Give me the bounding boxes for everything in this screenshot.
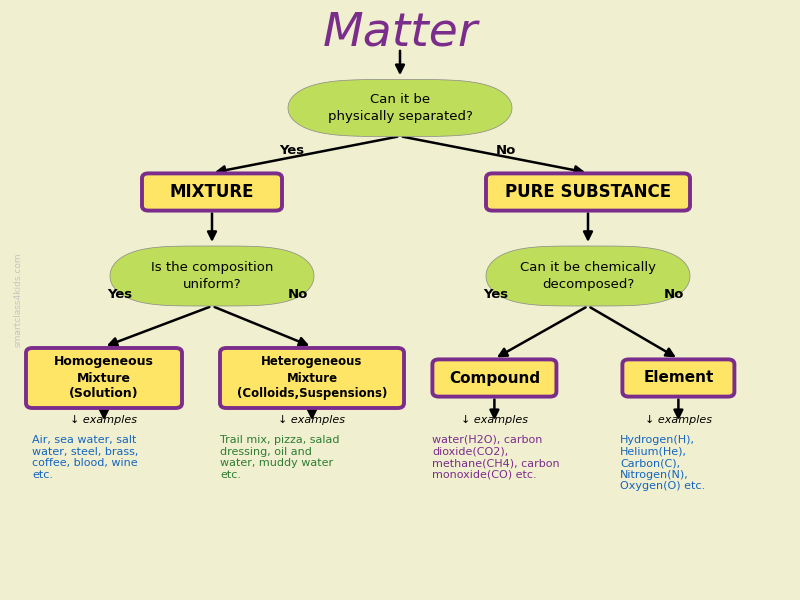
Text: Element: Element	[643, 370, 714, 385]
Text: Matter: Matter	[322, 10, 478, 55]
FancyBboxPatch shape	[622, 359, 734, 397]
Text: ↓ examples: ↓ examples	[461, 415, 528, 425]
Text: Hydrogen(H),
Helium(He),
Carbon(C),
Nitrogen(N),
Oxygen(O) etc.: Hydrogen(H), Helium(He), Carbon(C), Nitr…	[620, 435, 705, 491]
Text: ↓ examples: ↓ examples	[278, 415, 346, 425]
Polygon shape	[288, 80, 512, 136]
Text: PURE SUBSTANCE: PURE SUBSTANCE	[505, 183, 671, 201]
Text: ↓ examples: ↓ examples	[70, 415, 138, 425]
Polygon shape	[486, 246, 690, 306]
Text: Yes: Yes	[107, 287, 132, 301]
FancyBboxPatch shape	[486, 173, 690, 211]
FancyBboxPatch shape	[142, 173, 282, 211]
Text: Yes: Yes	[484, 287, 509, 301]
Text: Can it be
physically separated?: Can it be physically separated?	[327, 93, 473, 123]
Text: Can it be chemically
decomposed?: Can it be chemically decomposed?	[520, 261, 656, 291]
Text: Yes: Yes	[279, 143, 304, 157]
Text: smartclass4kids.com: smartclass4kids.com	[13, 253, 22, 347]
Text: MIXTURE: MIXTURE	[170, 183, 254, 201]
FancyBboxPatch shape	[220, 348, 404, 408]
Text: Compound: Compound	[449, 370, 540, 385]
Text: Heterogeneous
Mixture
(Colloids,Suspensions): Heterogeneous Mixture (Colloids,Suspensi…	[237, 355, 387, 401]
Polygon shape	[110, 246, 314, 306]
Text: ↓ examples: ↓ examples	[645, 415, 712, 425]
Text: No: No	[288, 287, 308, 301]
Text: Air, sea water, salt
water, steel, brass,
coffee, blood, wine
etc.: Air, sea water, salt water, steel, brass…	[32, 435, 138, 480]
Text: Trail mix, pizza, salad
dressing, oil and
water, muddy water
etc.: Trail mix, pizza, salad dressing, oil an…	[220, 435, 339, 480]
Text: No: No	[496, 143, 516, 157]
Text: Is the composition
uniform?: Is the composition uniform?	[151, 261, 273, 291]
Text: water(H2O), carbon
dioxide(CO2),
methane(CH4), carbon
monoxide(CO) etc.: water(H2O), carbon dioxide(CO2), methane…	[432, 435, 560, 480]
Text: Homogeneous
Mixture
(Solution): Homogeneous Mixture (Solution)	[54, 355, 154, 401]
FancyBboxPatch shape	[26, 348, 182, 408]
FancyBboxPatch shape	[432, 359, 557, 397]
Text: No: No	[664, 287, 684, 301]
